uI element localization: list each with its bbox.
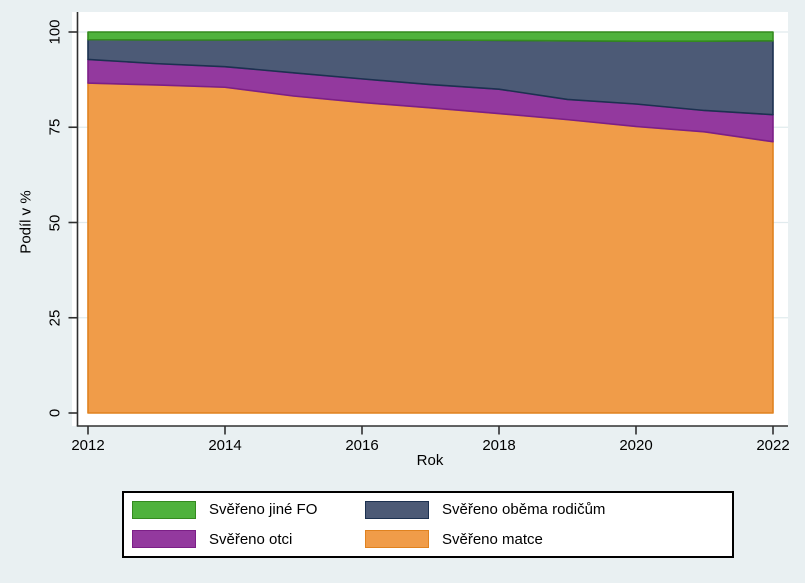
y-tick-label-25: 25 <box>46 309 64 327</box>
x-tick-label-2014: 2014 <box>208 437 242 454</box>
y-tick-label-75: 75 <box>46 118 64 136</box>
y-tick-label-100: 100 <box>46 19 64 45</box>
legend-label: Svěřeno otci <box>209 530 293 548</box>
legend-label: Svěřeno jiné FO <box>209 501 318 519</box>
legend-box: Svěřeno jiné FO Svěřeno oběma rodičům Sv… <box>122 491 734 558</box>
purple-swatch <box>132 530 196 549</box>
legend-item-svereno-jine-fo: Svěřeno jiné FO <box>132 500 365 519</box>
x-tick-label-2016: 2016 <box>345 437 379 454</box>
area-sv-eno-matce <box>87 82 774 414</box>
x-tick-label-2012: 2012 <box>71 437 105 454</box>
orange-swatch <box>365 530 429 549</box>
x-tick-label-2018: 2018 <box>482 437 516 454</box>
x-axis-title: Rok <box>416 452 444 469</box>
legend-item-svereno-obema-rodicum: Svěřeno oběma rodičům <box>365 500 732 519</box>
area-series-group <box>87 31 774 414</box>
legend-item-svereno-otci: Svěřeno otci <box>132 530 365 549</box>
axes-group <box>68 12 788 435</box>
legend-item-svereno-matce: Svěřeno matce <box>365 530 732 549</box>
area-sv-eno-jin-fo <box>87 31 774 42</box>
legend-label: Svěřeno oběma rodičům <box>442 501 606 519</box>
y-tick-label-0: 0 <box>46 408 64 418</box>
green-swatch <box>132 500 196 519</box>
legend-label: Svěřeno matce <box>442 530 543 548</box>
x-tick-label-2022: 2022 <box>756 437 790 454</box>
slate-swatch <box>365 500 429 519</box>
y-axis-title: Podíl v % <box>17 190 35 254</box>
x-tick-label-2020: 2020 <box>619 437 653 454</box>
y-tick-label-50: 50 <box>46 214 64 231</box>
